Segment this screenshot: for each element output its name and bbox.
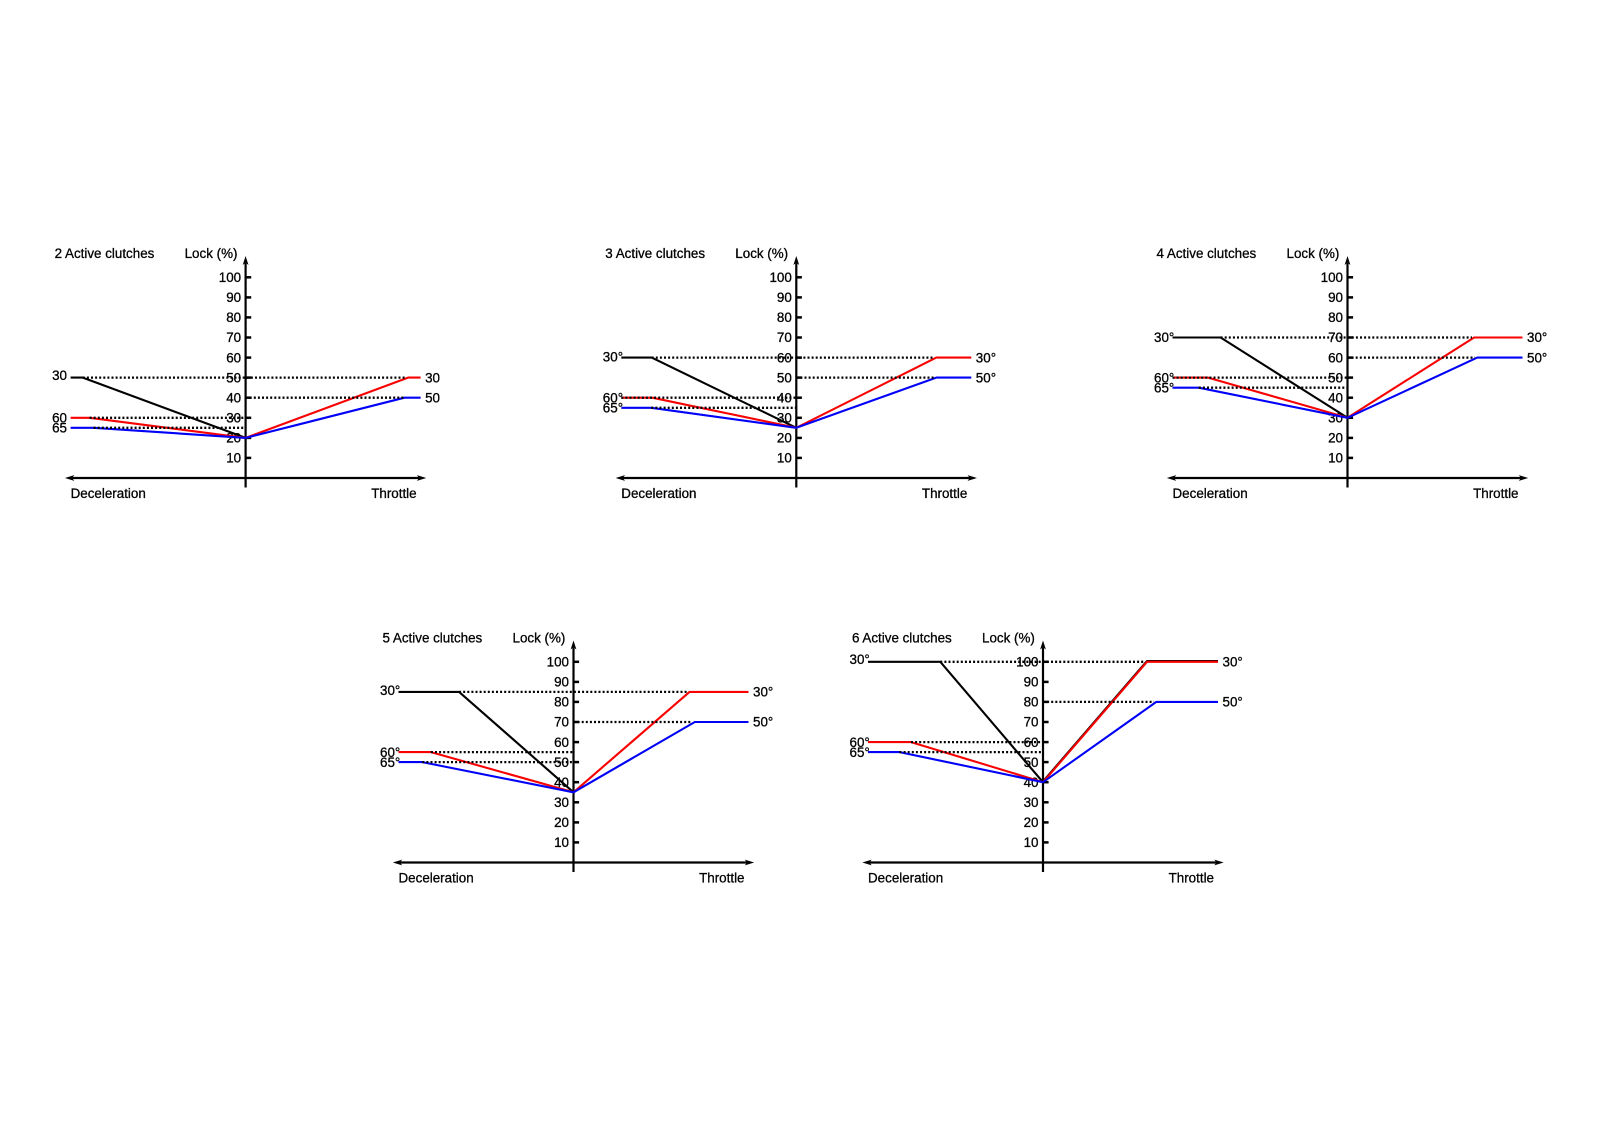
- svg-text:Throttle: Throttle: [1473, 486, 1518, 501]
- svg-text:60: 60: [226, 350, 241, 365]
- svg-text:60: 60: [554, 735, 569, 750]
- svg-text:30°: 30°: [976, 350, 996, 365]
- svg-text:20: 20: [777, 431, 792, 446]
- svg-text:65°: 65°: [850, 745, 870, 760]
- svg-text:5 Active clutches: 5 Active clutches: [383, 631, 483, 646]
- svg-text:30°: 30°: [603, 350, 623, 365]
- svg-text:Deceleration: Deceleration: [71, 486, 146, 501]
- svg-text:Lock (%): Lock (%): [185, 246, 238, 261]
- svg-text:100: 100: [547, 655, 569, 670]
- svg-text:50°: 50°: [753, 715, 773, 730]
- svg-text:3 Active clutches: 3 Active clutches: [605, 246, 705, 261]
- svg-text:90: 90: [1024, 675, 1039, 690]
- svg-text:50: 50: [1328, 370, 1343, 385]
- svg-text:80: 80: [1024, 695, 1039, 710]
- svg-text:70: 70: [554, 715, 569, 730]
- svg-text:100: 100: [1321, 270, 1343, 285]
- svg-text:4 Active clutches: 4 Active clutches: [1157, 246, 1257, 261]
- svg-text:30°: 30°: [753, 685, 773, 700]
- svg-text:60°: 60°: [603, 390, 623, 405]
- svg-text:80: 80: [226, 310, 241, 325]
- svg-text:Deceleration: Deceleration: [1173, 486, 1248, 501]
- svg-text:90: 90: [554, 675, 569, 690]
- svg-text:Lock (%): Lock (%): [1287, 246, 1340, 261]
- svg-text:40: 40: [226, 390, 241, 405]
- svg-text:50: 50: [425, 390, 440, 405]
- svg-text:30°: 30°: [850, 652, 870, 667]
- svg-text:30: 30: [1024, 795, 1039, 810]
- svg-text:60°: 60°: [850, 735, 870, 750]
- svg-text:70: 70: [1024, 715, 1039, 730]
- svg-text:2 Active clutches: 2 Active clutches: [55, 246, 155, 261]
- svg-text:90: 90: [777, 290, 792, 305]
- svg-text:10: 10: [1024, 835, 1039, 850]
- svg-text:20: 20: [1328, 431, 1343, 446]
- svg-text:10: 10: [1328, 451, 1343, 466]
- svg-text:Lock (%): Lock (%): [982, 631, 1035, 646]
- svg-text:40: 40: [777, 390, 792, 405]
- svg-text:80: 80: [777, 310, 792, 325]
- svg-text:90: 90: [1328, 290, 1343, 305]
- svg-text:Deceleration: Deceleration: [621, 486, 696, 501]
- svg-text:Deceleration: Deceleration: [868, 871, 943, 886]
- svg-text:70: 70: [777, 330, 792, 345]
- svg-text:50: 50: [1024, 755, 1039, 770]
- svg-text:50: 50: [777, 370, 792, 385]
- svg-text:100: 100: [219, 270, 241, 285]
- svg-text:60°: 60°: [380, 745, 400, 760]
- svg-text:10: 10: [554, 835, 569, 850]
- svg-text:65: 65: [52, 421, 67, 436]
- svg-text:Throttle: Throttle: [922, 486, 967, 501]
- svg-text:80: 80: [1328, 310, 1343, 325]
- svg-text:50°: 50°: [976, 370, 996, 385]
- svg-text:10: 10: [226, 451, 241, 466]
- svg-text:60°: 60°: [1154, 370, 1174, 385]
- svg-text:20: 20: [554, 815, 569, 830]
- svg-text:60: 60: [52, 411, 67, 426]
- svg-text:6 Active clutches: 6 Active clutches: [852, 631, 952, 646]
- svg-text:Lock (%): Lock (%): [735, 246, 788, 261]
- svg-text:90: 90: [226, 290, 241, 305]
- svg-text:10: 10: [777, 451, 792, 466]
- svg-text:30: 30: [52, 368, 67, 383]
- svg-text:40: 40: [1328, 390, 1343, 405]
- svg-text:Throttle: Throttle: [1169, 871, 1214, 886]
- svg-text:Deceleration: Deceleration: [399, 871, 474, 886]
- svg-text:30°: 30°: [380, 683, 400, 698]
- svg-text:65°: 65°: [380, 755, 400, 770]
- svg-text:100: 100: [769, 270, 791, 285]
- svg-text:Throttle: Throttle: [699, 871, 744, 886]
- svg-text:Throttle: Throttle: [371, 486, 416, 501]
- svg-text:Lock (%): Lock (%): [513, 631, 566, 646]
- svg-text:65°: 65°: [603, 401, 623, 416]
- svg-text:30: 30: [554, 795, 569, 810]
- svg-text:70: 70: [226, 330, 241, 345]
- svg-text:30: 30: [425, 370, 440, 385]
- svg-text:30°: 30°: [1154, 330, 1174, 345]
- svg-text:30°: 30°: [1527, 330, 1547, 345]
- svg-text:50: 50: [226, 370, 241, 385]
- svg-text:60: 60: [1328, 350, 1343, 365]
- svg-text:50°: 50°: [1223, 695, 1243, 710]
- svg-text:50°: 50°: [1527, 350, 1547, 365]
- svg-text:30: 30: [777, 411, 792, 426]
- svg-text:20: 20: [1024, 815, 1039, 830]
- svg-text:30°: 30°: [1223, 655, 1243, 670]
- svg-text:65°: 65°: [1154, 380, 1174, 395]
- svg-text:50: 50: [554, 755, 569, 770]
- svg-text:80: 80: [554, 695, 569, 710]
